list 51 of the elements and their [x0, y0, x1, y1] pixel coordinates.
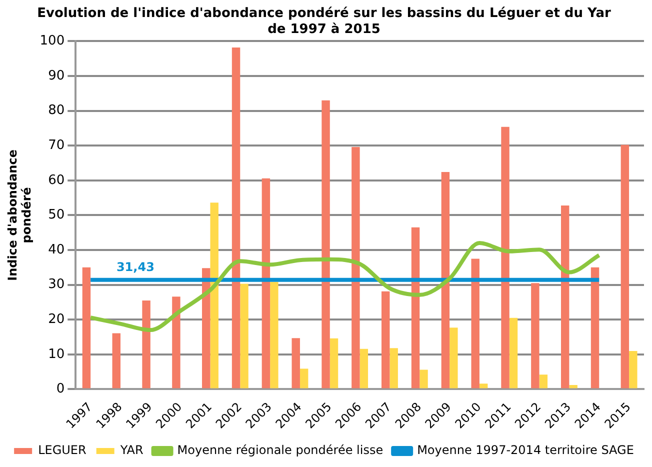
bar: [441, 172, 450, 388]
bar: [240, 284, 248, 388]
bar: [360, 348, 368, 388]
bar: [539, 374, 548, 388]
bar: [479, 384, 488, 388]
y-tick-label: 0: [56, 382, 65, 397]
data-label: 31,43: [116, 260, 154, 274]
bar: [390, 348, 398, 388]
bar: [292, 338, 300, 388]
y-tick-label: 20: [48, 312, 65, 327]
bar: [629, 350, 638, 388]
legend-label: YAR: [119, 443, 144, 458]
y-axis-title: Indice d'abondance pondéré: [5, 150, 34, 281]
bar: [322, 100, 330, 388]
bar: [450, 328, 458, 388]
bar: [172, 296, 180, 388]
legend-label: LEGUER: [38, 443, 86, 458]
y-tick-label: 100: [40, 34, 65, 49]
y-tick-label: 30: [48, 277, 65, 292]
bar: [531, 283, 540, 388]
bar: [560, 205, 570, 388]
y-tick-label: 40: [48, 242, 65, 258]
bar: [471, 258, 480, 388]
y-tick-label: 10: [48, 346, 65, 362]
bar: [569, 385, 578, 388]
bar: [330, 338, 338, 388]
y-tick-label: 80: [48, 103, 65, 118]
bar: [142, 300, 150, 388]
bar: [300, 368, 308, 388]
bar: [509, 318, 518, 388]
bar: [232, 47, 240, 388]
y-tick-label: 60: [48, 172, 65, 188]
bar: [501, 126, 510, 388]
bar: [82, 267, 91, 388]
bar: [202, 268, 210, 388]
bar: [210, 202, 218, 388]
bar: [590, 267, 600, 388]
bar: [620, 144, 630, 388]
legend-label: Moyenne régionale pondérée lisse: [177, 443, 384, 458]
bar: [411, 227, 420, 388]
bar: [420, 370, 428, 388]
bar: [262, 178, 270, 388]
bar: [381, 291, 390, 388]
y-tick-label: 50: [48, 208, 65, 223]
bar: [352, 147, 360, 388]
legend-label: Moyenne 1997-2014 territoire SAGE: [417, 443, 634, 458]
y-tick-label: 90: [48, 68, 65, 84]
bar: [112, 333, 120, 388]
y-tick-label: 70: [48, 138, 65, 153]
bar: [270, 282, 278, 388]
line-series: [88, 241, 602, 332]
